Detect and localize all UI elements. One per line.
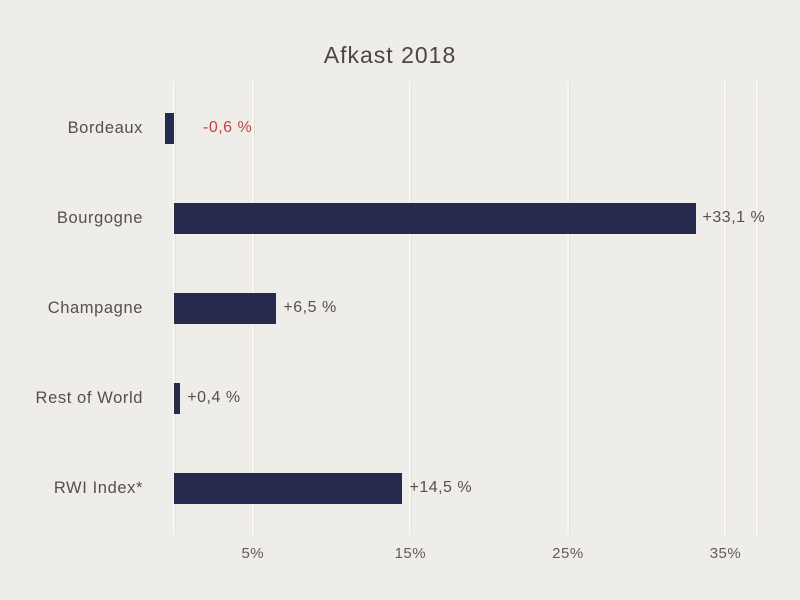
bar-row: RWI Index* +14,5 %: [54, 442, 757, 532]
bar-champagne: [174, 292, 277, 324]
category-label: Bourgogne: [56, 209, 143, 227]
gridline-25pct: [566, 82, 569, 534]
value-label: +6,5 %: [283, 299, 337, 316]
bar-rest-of-world: [174, 382, 181, 414]
chart-title: Afkast 2018: [323, 42, 457, 68]
x-tick-label-15: 15%: [394, 545, 427, 562]
value-label: -0,6 %: [203, 119, 253, 136]
bar-row: Champagne +6,5 %: [48, 262, 757, 352]
value-label: +0,4 %: [187, 389, 241, 406]
plot-area: Bordeaux -0,6 % Bourgogne +33,1 % Champagne +…: [36, 82, 765, 562]
value-label: +14,5 %: [409, 479, 473, 496]
bar-row: Rest of World +0,4 %: [36, 352, 757, 442]
gridline-37pct: [756, 82, 758, 534]
category-label: RWI Index*: [53, 479, 143, 497]
gridline-15pct: [409, 82, 412, 534]
gridline-35pct: [724, 82, 727, 534]
category-label: Champagne: [47, 299, 143, 317]
bar-bordeaux: [164, 112, 174, 144]
category-label: Rest of World: [35, 389, 143, 407]
bar-row: Bourgogne +33,1 %: [57, 172, 765, 262]
x-tick-label-35: 35%: [709, 545, 742, 562]
x-tick-label-25: 25%: [552, 545, 584, 562]
category-label: Bordeaux: [67, 119, 143, 137]
bar-bourgogne: [174, 202, 696, 234]
bar-row: Bordeaux -0,6 %: [68, 82, 757, 172]
x-tick-label-5: 5%: [241, 545, 265, 562]
value-label: +33,1 %: [702, 209, 766, 226]
bar-rwi-index-: [174, 472, 403, 504]
